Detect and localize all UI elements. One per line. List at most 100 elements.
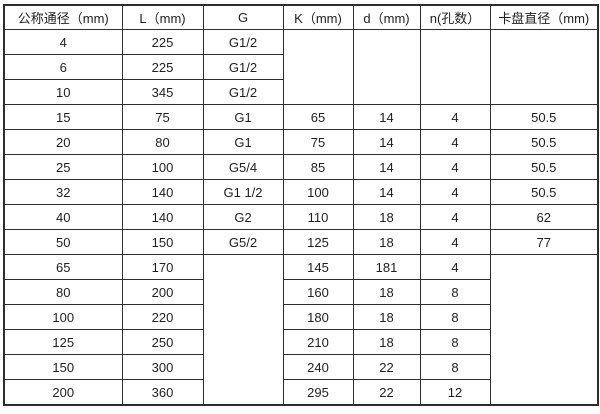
table-cell: G1/2 (202, 79, 284, 105)
table-cell: 181 (352, 254, 421, 280)
table-cell: 12 (419, 379, 491, 406)
table-cell: 4 (419, 254, 491, 280)
table-cell: G1/2 (202, 54, 284, 80)
column-header-2: G (202, 4, 284, 30)
table-cell: 210 (282, 329, 354, 355)
table-cell: 50 (3, 229, 123, 255)
table-cell: 75 (282, 129, 354, 155)
table-cell: 8 (419, 304, 491, 330)
table-cell: 180 (282, 304, 354, 330)
table-row: 50 150 G5/2 125 18 4 77 (3, 229, 599, 255)
table-cell: 18 (352, 229, 421, 255)
header-row: 公称通径（mm) L（mm) G K（mm) d（mm) n(孔数） 卡盘直径（mm) (3, 4, 599, 30)
table-cell: 4 (3, 29, 123, 55)
table-cell: 250 (121, 329, 204, 355)
table-cell: G5/2 (202, 229, 284, 255)
table-cell: 170 (121, 254, 204, 280)
table-cell: 160 (282, 279, 354, 305)
table-row: 32 140 G1 1/2 100 14 4 50.5 (3, 179, 599, 205)
table-cell: 15 (3, 104, 123, 130)
column-header-0: 公称通径（mm) (3, 4, 123, 30)
table-cell: 65 (282, 104, 354, 130)
table-cell: 65 (3, 254, 123, 280)
table-cell: 100 (282, 179, 354, 205)
table-row: 125 250 210 18 8 (3, 329, 598, 355)
table-cell: 62 (489, 204, 599, 230)
table-cell: 40 (3, 204, 123, 230)
table-cell: 225 (121, 29, 204, 55)
table-cell: G5/4 (202, 154, 284, 180)
table-cell: 18 (352, 329, 421, 355)
table-cell: 77 (489, 229, 599, 255)
table-cell: 18 (352, 304, 421, 330)
table-cell: 360 (121, 379, 204, 406)
column-header-3: K（mm) (282, 4, 354, 30)
table-cell: 14 (352, 104, 421, 130)
table-cell: 150 (121, 229, 204, 255)
table-cell: 18 (352, 204, 421, 230)
table-cell (282, 29, 354, 105)
column-header-1: L（mm) (121, 4, 204, 30)
table-cell: 10 (3, 79, 123, 105)
table-cell: 50.5 (489, 154, 599, 180)
table-row: 80 200 160 18 8 (3, 279, 598, 305)
table-cell: 14 (352, 154, 421, 180)
table-cell: 200 (121, 279, 204, 305)
table-cell: 4 (419, 204, 491, 230)
table-cell: 85 (282, 154, 354, 180)
table-cell: 75 (121, 104, 204, 130)
table-cell: 240 (282, 354, 354, 380)
table-cell (202, 254, 284, 406)
table-cell: 295 (282, 379, 354, 406)
table-cell: 140 (121, 179, 204, 205)
table-cell: 4 (419, 104, 491, 130)
table-cell: 14 (352, 179, 421, 205)
table-cell: 4 (419, 179, 491, 205)
table-row: 200 360 295 22 12 (3, 379, 598, 406)
table-cell: 200 (3, 379, 123, 406)
column-header-6: 卡盘直径（mm) (489, 4, 599, 30)
table-cell: 220 (121, 304, 204, 330)
table-cell: 50.5 (489, 179, 599, 205)
table-cell: 300 (121, 354, 204, 380)
table-cell: G2 (202, 204, 284, 230)
table-cell: 100 (3, 304, 123, 330)
table-row: 65 170 145 181 4 (3, 254, 599, 406)
table-cell: 50.5 (489, 129, 599, 155)
table-row: 25 100 G5/4 85 14 4 50.5 (3, 154, 599, 180)
table-row: 4 225 G1/2 (3, 29, 599, 105)
table-cell (352, 29, 421, 105)
table-cell: G1/2 (202, 29, 284, 55)
table-row: 150 300 240 22 8 (3, 354, 598, 380)
table-row: 40 140 G2 110 18 4 62 (3, 204, 599, 230)
table-cell: 140 (121, 204, 204, 230)
table-cell: 125 (282, 229, 354, 255)
table-cell: 25 (3, 154, 123, 180)
column-header-4: d（mm) (352, 4, 421, 30)
table-cell: 8 (419, 279, 491, 305)
table-cell (419, 29, 491, 105)
table-cell: 22 (352, 379, 421, 406)
table-cell: 345 (121, 79, 204, 105)
table-cell: G1 (202, 104, 284, 130)
table-cell: 8 (419, 329, 491, 355)
table-cell: 8 (419, 354, 491, 380)
table-cell: 80 (121, 129, 204, 155)
table-row: 15 75 G1 65 14 4 50.5 (3, 104, 599, 130)
table-cell: 20 (3, 129, 123, 155)
table-cell: 150 (3, 354, 123, 380)
table-cell: 4 (419, 129, 491, 155)
table-cell (489, 29, 599, 105)
column-header-5: n(孔数） (419, 4, 491, 30)
table-cell: 50.5 (489, 104, 599, 130)
table-cell: 100 (121, 154, 204, 180)
table-row: 6 225 G1/2 (3, 54, 598, 80)
table-cell: 145 (282, 254, 354, 280)
table-cell: 4 (419, 229, 491, 255)
table-cell: 18 (352, 279, 421, 305)
table-cell: 4 (419, 154, 491, 180)
table-cell: 14 (352, 129, 421, 155)
table-cell: G1 (202, 129, 284, 155)
table-row: 20 80 G1 75 14 4 50.5 (3, 129, 599, 155)
